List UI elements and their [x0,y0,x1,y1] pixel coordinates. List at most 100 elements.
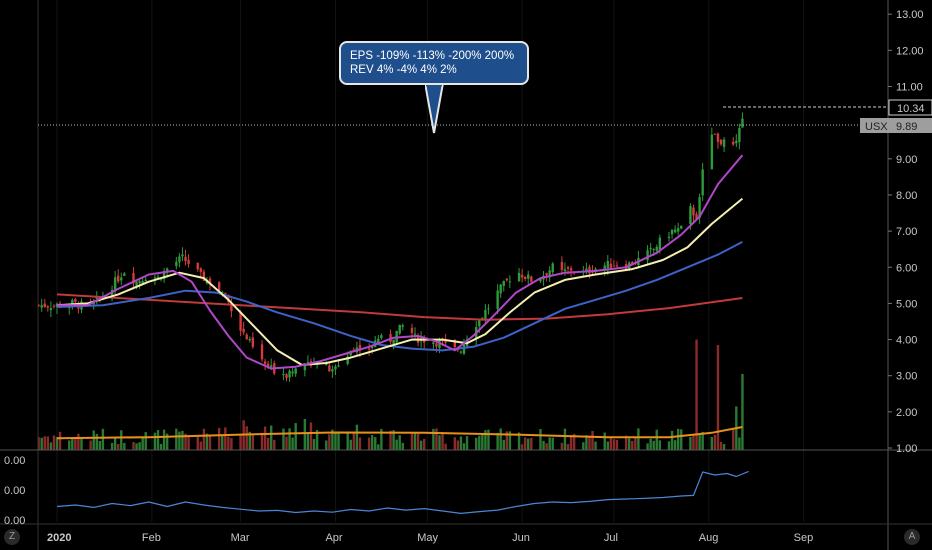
ma-mid-line [56,197,744,366]
volume-bar [719,441,723,450]
last-price-label: 9.89 [896,121,917,133]
candle-body [667,236,671,238]
volume-bar [245,426,248,450]
candle-body [230,303,233,312]
candle-body [178,256,181,263]
volume-bar [680,429,683,450]
candle-body [282,374,285,376]
candle-body [560,262,564,270]
y-tick-label: 1.00 [896,443,917,455]
volume-bar [658,440,662,450]
ma-long-line [56,241,743,352]
volume-bar [352,431,356,450]
volume-bar [435,428,438,450]
volume-bar [367,437,371,450]
volume-bar [92,430,95,450]
volume-bar [416,432,420,450]
candle-body [530,276,533,282]
candle-body [692,207,695,216]
volume-bar [117,443,120,450]
candle-body [652,248,655,250]
volume-bar [710,436,714,450]
volume-bar [701,431,704,450]
volume-bar [251,433,255,450]
candle-body [459,351,463,353]
volume-bar [199,441,203,450]
candle-body [527,274,530,279]
candle-body [606,261,609,269]
last-price-box [860,118,932,133]
volume-bar [585,435,588,450]
volume-bar [263,426,267,450]
high-label: 10.34 [897,103,925,115]
volume-bar [609,436,613,450]
volume-bar [401,442,404,450]
volume-bar [395,439,398,450]
volume-bar [505,431,509,450]
volume-bar [334,433,337,450]
y-tick-label: 6.00 [896,262,917,274]
volume-bar [260,432,264,450]
ma-short-line [57,154,744,370]
candle-body [680,225,683,229]
candle-body [609,263,613,268]
volume-bar [667,441,671,450]
candle-body [37,304,40,306]
volume-bar [695,339,698,450]
volume-bar [606,441,609,450]
volume-bar [572,433,576,450]
volume-bar [135,443,138,450]
volume-bar [377,444,380,450]
candle-body [410,327,414,333]
moving-average-lines [56,154,749,515]
candle-body [221,291,224,294]
volume-bar [46,436,50,450]
volume-bar [239,433,242,450]
volume-bar [741,373,744,450]
volume-bar [628,438,631,450]
candle-body [367,348,371,350]
candle-body [288,370,291,378]
candle-body [120,277,123,281]
candle-body [260,344,264,360]
candle-body [294,368,297,374]
zoom-button[interactable]: Z [4,529,20,545]
x-tick-label: Feb [142,532,161,544]
candle-body [673,229,677,233]
earnings-callout[interactable]: EPS -109% -113% -200% 200% REV 4% -4% 4%… [339,41,529,85]
volume-bar [227,436,230,450]
auto-scale-button[interactable]: A [904,529,920,545]
candle-body [716,133,720,142]
ma-200-line [56,293,743,321]
candle-body [291,371,294,374]
indicator-line [56,470,749,515]
candle-body [551,263,554,273]
candle-body [603,265,606,270]
candle-body [566,267,570,269]
volume-bar [499,428,502,450]
volume-bar [456,440,460,450]
candle-body [113,277,117,291]
candle-body [337,365,340,367]
volume-bar [419,440,423,450]
candle-body [585,268,588,272]
candle-body [370,346,374,349]
candle-body [478,319,481,327]
candle-body [346,356,349,364]
candle-body [156,276,160,279]
candle-body [563,269,567,272]
volume-bar [398,435,401,450]
volume-bar [273,439,276,450]
candle-body [435,343,438,347]
volume-bar [673,440,677,450]
candle-body [615,265,619,267]
volume-bar [481,434,484,450]
volume-bar [52,435,56,450]
candle-body [735,140,738,144]
volume-bar [248,431,251,450]
volume-bar [563,428,567,450]
volume-bar [37,437,40,450]
y-tick-label: 7.00 [896,226,917,238]
volume-bar [652,440,655,450]
